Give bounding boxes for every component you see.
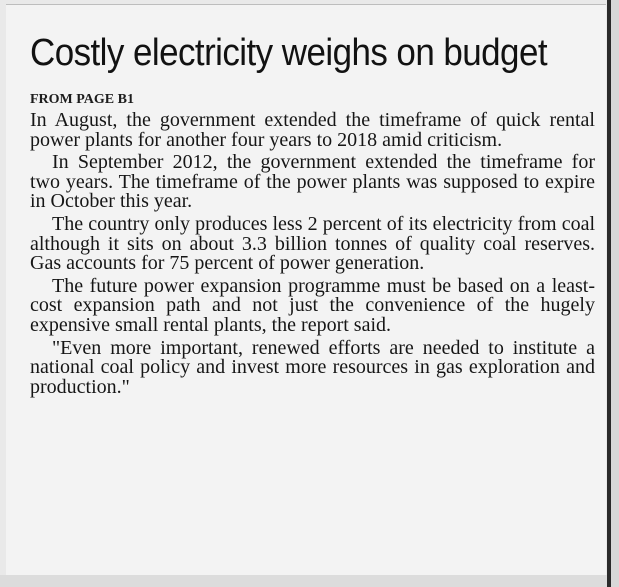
from-page-label: FROM PAGE B1 (30, 92, 134, 107)
newspaper-clipping: Costly electricity weighs on budget FROM… (6, 4, 606, 576)
bottom-margin (0, 575, 607, 587)
paragraph-1: In August, the government extended the t… (30, 109, 595, 151)
article-body: In August, the government extended the t… (30, 109, 595, 398)
page-edge (611, 0, 619, 587)
column-rule (607, 0, 611, 587)
paragraph-5: "Even more important, renewed efforts ar… (30, 336, 595, 398)
headline: Costly electricity weighs on budget (30, 32, 548, 74)
paragraph-4: The future power expansion programme mus… (30, 274, 595, 336)
paragraph-2: In September 2012, the government extend… (30, 151, 595, 213)
paragraph-3: The country only produces less 2 percent… (30, 212, 595, 275)
